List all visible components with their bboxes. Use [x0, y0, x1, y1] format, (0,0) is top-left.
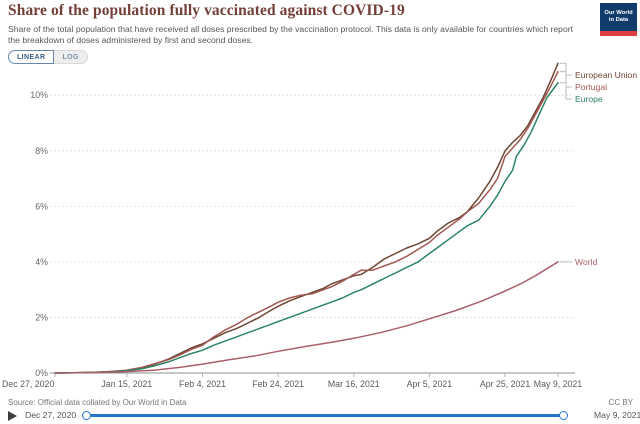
x-axis-label: Apr 25, 2021 [480, 379, 530, 389]
series-line-european-union [54, 62, 559, 374]
page-subtitle: Share of the total population that have … [8, 24, 573, 45]
timeline-end-date: May 9, 2021 [594, 410, 640, 420]
y-axis-label: 8% [35, 146, 48, 156]
legend-label-portugal[interactable]: Portugal [575, 82, 607, 92]
line-chart[interactable]: 0% 2% 4% 6% 8% 10% Dec 27, 2020 Jan 15, 2021 Feb… [0, 60, 640, 395]
linear-scale-button[interactable]: LINEAR [8, 50, 55, 64]
page-title: Share of the population fully vaccinated… [8, 2, 405, 19]
y-axis-label: 10% [30, 90, 48, 100]
timeline-track[interactable] [86, 414, 564, 417]
log-scale-button[interactable]: LOG [54, 50, 88, 64]
x-axis-label: Jan 15, 2021 [101, 379, 152, 389]
owid-logo[interactable]: Our World in Data [600, 3, 637, 36]
x-axis-label: Feb 4, 2021 [179, 379, 226, 389]
scale-toggle: LINEAR LOG [8, 50, 88, 64]
play-icon[interactable] [8, 411, 17, 421]
timeline-start-date: Dec 27, 2020 [25, 410, 77, 420]
y-axis-label: 4% [35, 257, 48, 267]
legend-label-world[interactable]: World [575, 257, 598, 267]
x-axis-label: Apr 5, 2021 [407, 379, 453, 389]
x-axis-label: Feb 24, 2021 [252, 379, 304, 389]
x-axis-label: May 9, 2021 [534, 379, 583, 389]
timeline-end-handle[interactable] [559, 410, 568, 420]
legend-label-europe[interactable]: Europe [575, 94, 603, 104]
timeline: Dec 27, 2020 May 9, 2021 [0, 409, 640, 424]
series-line-europe [54, 81, 559, 374]
timeline-start-handle[interactable] [82, 410, 91, 420]
y-axis-label: 0% [35, 368, 48, 378]
source-line[interactable]: Source: Official data collated by Our Wo… [8, 398, 187, 407]
series-line-world [54, 261, 559, 374]
legend-label-european-union[interactable]: European Union [575, 70, 637, 80]
owid-logo-line1: Our World [604, 9, 633, 16]
license-label[interactable]: CC BY [608, 398, 633, 407]
y-axis-label: 2% [35, 312, 48, 322]
series-line-portugal [54, 70, 559, 374]
owid-logo-line2: in Data [608, 17, 629, 23]
x-axis-label: Mar 16, 2021 [328, 379, 380, 389]
timeline-slider[interactable] [82, 409, 568, 422]
y-axis-label: 6% [35, 201, 48, 211]
x-axis-label: Dec 27, 2020 [2, 379, 54, 389]
